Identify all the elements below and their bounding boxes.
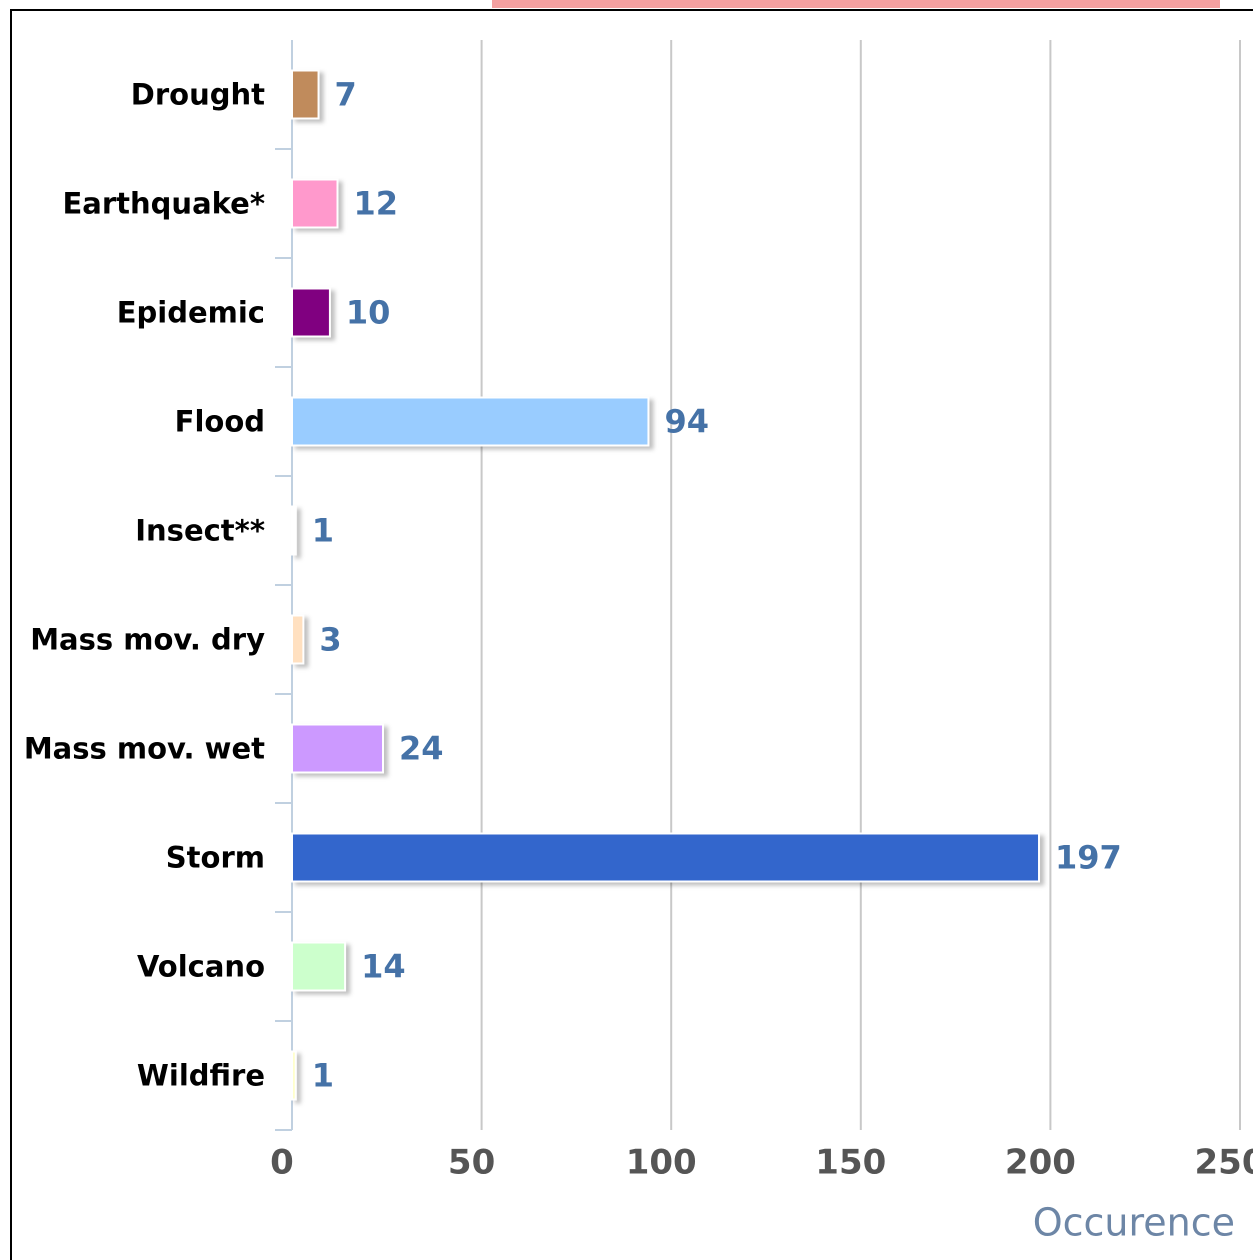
value-label: 3 (319, 621, 341, 659)
bar (291, 505, 297, 556)
bar (291, 396, 650, 447)
category-label: Insect** (135, 514, 265, 548)
bar (291, 723, 385, 774)
value-label: 197 (1055, 839, 1122, 877)
x-tick-label: 100 (626, 1143, 697, 1183)
value-label: 10 (346, 294, 391, 332)
x-tick-label: 250 (1195, 1143, 1253, 1183)
x-axis-title: Occurence (1033, 1201, 1235, 1245)
bar (291, 614, 305, 665)
value-label: 12 (354, 185, 399, 223)
category-label: Mass mov. dry (30, 623, 265, 657)
bar (291, 941, 347, 992)
value-label: 24 (399, 730, 444, 768)
category-label: Mass mov. wet (24, 732, 265, 766)
x-tick-label: 200 (1005, 1143, 1076, 1183)
category-label: Flood (175, 405, 265, 439)
category-label: Storm (166, 841, 265, 875)
bar (291, 69, 320, 120)
value-label: 94 (664, 403, 709, 441)
category-label: Epidemic (117, 296, 265, 330)
value-label: 7 (335, 76, 357, 114)
bar (291, 832, 1041, 883)
category-label: Volcano (137, 950, 265, 984)
bar (291, 1050, 297, 1101)
frame (10, 9, 1253, 1260)
bar (291, 287, 331, 338)
value-label: 1 (312, 1057, 334, 1095)
value-label: 1 (312, 512, 334, 550)
x-tick-label: 150 (815, 1143, 886, 1183)
top-banner (492, 0, 1220, 8)
category-label: Wildfire (137, 1059, 265, 1093)
bar (291, 178, 339, 229)
value-label: 14 (361, 948, 406, 986)
x-tick-label: 50 (448, 1143, 495, 1183)
x-tick-label: 0 (270, 1143, 294, 1183)
category-label: Drought (131, 78, 265, 112)
category-label: Earthquake* (62, 187, 265, 221)
